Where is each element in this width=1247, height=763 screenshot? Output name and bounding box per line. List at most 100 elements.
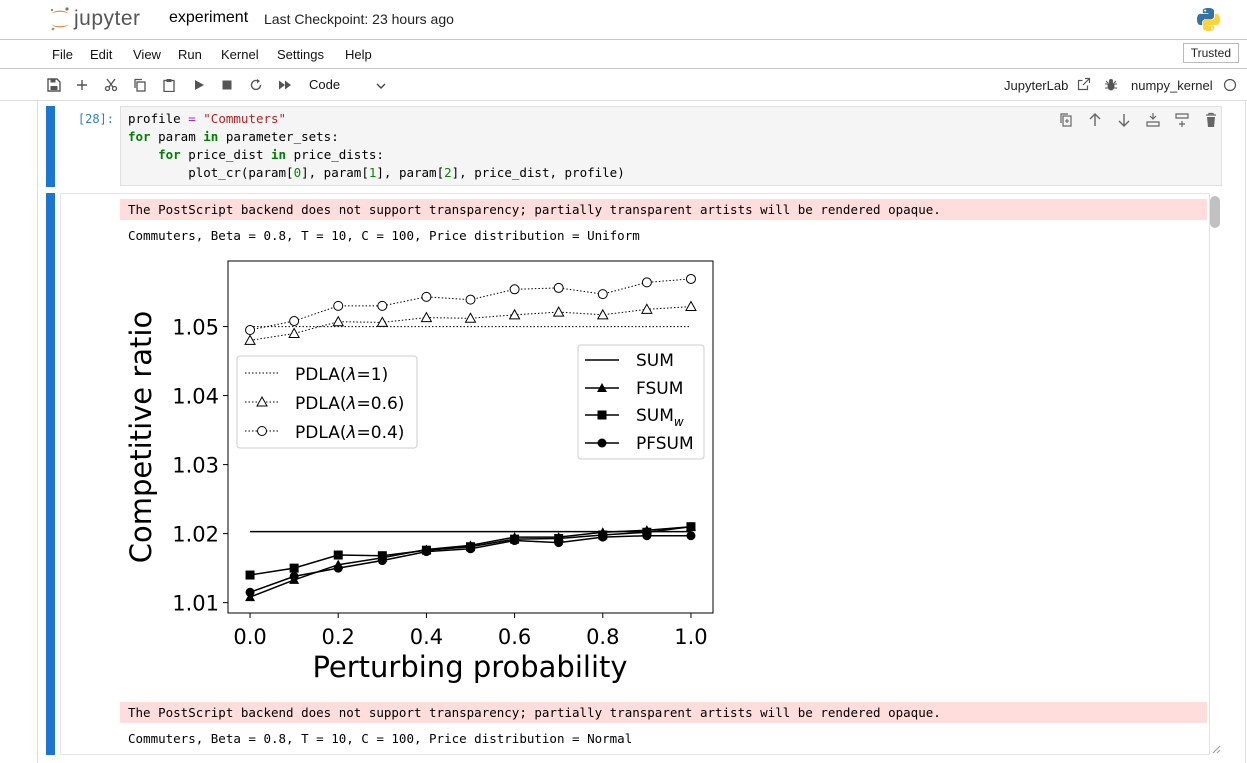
menu-view[interactable]: View xyxy=(133,47,161,62)
notebook-toolbar: Code JupyterLab numpy_kernel xyxy=(0,70,1247,101)
data-point xyxy=(377,300,388,311)
data-point xyxy=(686,531,696,541)
paste-icon[interactable] xyxy=(162,78,176,92)
x-tick-label: 0.4 xyxy=(410,625,443,649)
menu-run[interactable]: Run xyxy=(178,47,202,62)
legend-label: PDLA(λ=0.4) xyxy=(295,423,404,443)
output-scrollbar[interactable] xyxy=(1210,196,1220,228)
code-token: "Commuters" xyxy=(203,111,287,126)
stop-icon[interactable] xyxy=(220,78,234,92)
legend-label: SUMw xyxy=(636,406,684,429)
data-point xyxy=(288,327,300,338)
data-point xyxy=(510,536,520,546)
cut-icon[interactable] xyxy=(104,78,118,92)
chevron-down-icon xyxy=(376,83,386,89)
data-point xyxy=(597,289,608,300)
legend-label: PDLA(λ=0.6) xyxy=(295,394,404,414)
output-area[interactable]: The PostScript backend does not support … xyxy=(62,193,1208,755)
cell-type-select[interactable]: Code xyxy=(309,77,389,92)
code-line-4: plot_cr(param[0], param[1], param[2], pr… xyxy=(128,165,625,180)
jupyter-logo-icon xyxy=(51,7,69,31)
kernel-name[interactable]: numpy_kernel xyxy=(1131,78,1213,93)
jupyter-logo-text: jupyter xyxy=(74,7,141,30)
data-point xyxy=(553,282,564,293)
legend-marker-triangle xyxy=(597,383,607,392)
data-point xyxy=(245,325,256,336)
code-token: for xyxy=(128,129,151,144)
stdout-line: Commuters, Beta = 0.8, T = 10, C = 100, … xyxy=(128,731,633,746)
x-tick-label: 0.8 xyxy=(586,625,619,649)
delete-cell-icon[interactable] xyxy=(1203,112,1219,128)
restart-icon[interactable] xyxy=(249,78,263,92)
jupyterlab-link[interactable]: JupyterLab xyxy=(1004,78,1068,93)
data-point xyxy=(642,531,652,541)
save-icon[interactable] xyxy=(47,78,61,92)
y-tick-label: 1.04 xyxy=(172,385,219,409)
legend-pdla: PDLA(λ=1) PDLA(λ=0.6) PDLA(λ=0.4) xyxy=(236,355,418,449)
cell-type-value: Code xyxy=(309,77,341,92)
copy-icon[interactable] xyxy=(133,78,147,92)
output-collapser[interactable] xyxy=(46,193,55,755)
code-line-2: for param in parameter_sets: xyxy=(128,129,339,144)
menu-file[interactable]: File xyxy=(52,47,73,62)
y-tick-label: 1.05 xyxy=(172,316,219,340)
duplicate-cell-icon[interactable] xyxy=(1058,112,1074,128)
debugger-bug-icon[interactable] xyxy=(1104,78,1118,92)
data-point xyxy=(465,294,476,305)
data-point xyxy=(421,291,432,302)
y-axis-label: Competitive ratio xyxy=(124,311,158,563)
legend-label: PFSUM xyxy=(636,434,694,454)
data-point xyxy=(421,547,431,557)
data-point xyxy=(245,587,255,597)
legend-marker-circle xyxy=(597,438,607,448)
data-point xyxy=(333,300,344,311)
notebook-panel xyxy=(37,101,1246,763)
data-point xyxy=(289,316,300,327)
code-editor[interactable]: profile = "Commuters" for param in param… xyxy=(120,106,1222,186)
data-point xyxy=(376,316,389,327)
jupyter-logo[interactable]: jupyter xyxy=(48,4,141,34)
external-link-icon[interactable] xyxy=(1077,77,1091,91)
y-tick-label: 1.02 xyxy=(172,523,219,547)
data-point xyxy=(685,273,696,284)
x-tick-label: 1.0 xyxy=(674,625,707,649)
menu-help[interactable]: Help xyxy=(345,47,372,62)
move-up-icon[interactable] xyxy=(1087,112,1103,128)
legend-marker-square xyxy=(597,410,607,420)
code-token: profile xyxy=(128,111,189,126)
y-axis-ticks: 1.01 1.02 1.03 1.04 1.05 xyxy=(172,316,228,616)
data-series xyxy=(244,273,697,602)
insert-below-icon[interactable] xyxy=(1174,112,1190,128)
data-point xyxy=(508,308,521,320)
run-icon[interactable] xyxy=(192,78,206,92)
move-down-icon[interactable] xyxy=(1116,112,1132,128)
data-point xyxy=(420,311,433,323)
cell-prompt: [28]: xyxy=(77,112,114,126)
notebook-name[interactable]: experiment xyxy=(169,9,249,26)
y-tick-label: 1.01 xyxy=(172,592,219,616)
stdout-line: Commuters, Beta = 0.8, T = 10, C = 100, … xyxy=(128,228,640,243)
menu-kernel[interactable]: Kernel xyxy=(221,47,259,62)
kernel-status-idle-icon xyxy=(1223,78,1237,92)
menu-bar: File Edit View Run Kernel Settings Help … xyxy=(0,40,1247,69)
code-line-3: for price_dist in price_dists: xyxy=(158,147,384,162)
data-point xyxy=(332,315,345,327)
menu-settings[interactable]: Settings xyxy=(277,47,324,62)
input-collapser[interactable] xyxy=(46,106,55,187)
checkpoint-status: Last Checkpoint: 23 hours ago xyxy=(264,11,454,27)
data-point xyxy=(333,563,343,573)
code-line-1: profile = "Commuters" xyxy=(128,111,286,126)
resize-handle-icon[interactable] xyxy=(1211,744,1221,754)
fast-forward-icon[interactable] xyxy=(278,78,292,92)
legend-box xyxy=(577,344,705,460)
add-icon[interactable] xyxy=(75,78,89,92)
legend-marker-open-circle xyxy=(257,426,267,436)
trusted-badge[interactable]: Trusted xyxy=(1182,43,1239,63)
x-tick-label: 0.6 xyxy=(498,625,531,649)
data-point xyxy=(244,334,256,345)
menu-edit[interactable]: Edit xyxy=(90,47,113,62)
insert-above-icon[interactable] xyxy=(1145,112,1161,128)
code-token: in xyxy=(271,147,287,162)
data-point xyxy=(464,312,477,323)
stderr-warning: The PostScript backend does not support … xyxy=(120,702,1207,723)
